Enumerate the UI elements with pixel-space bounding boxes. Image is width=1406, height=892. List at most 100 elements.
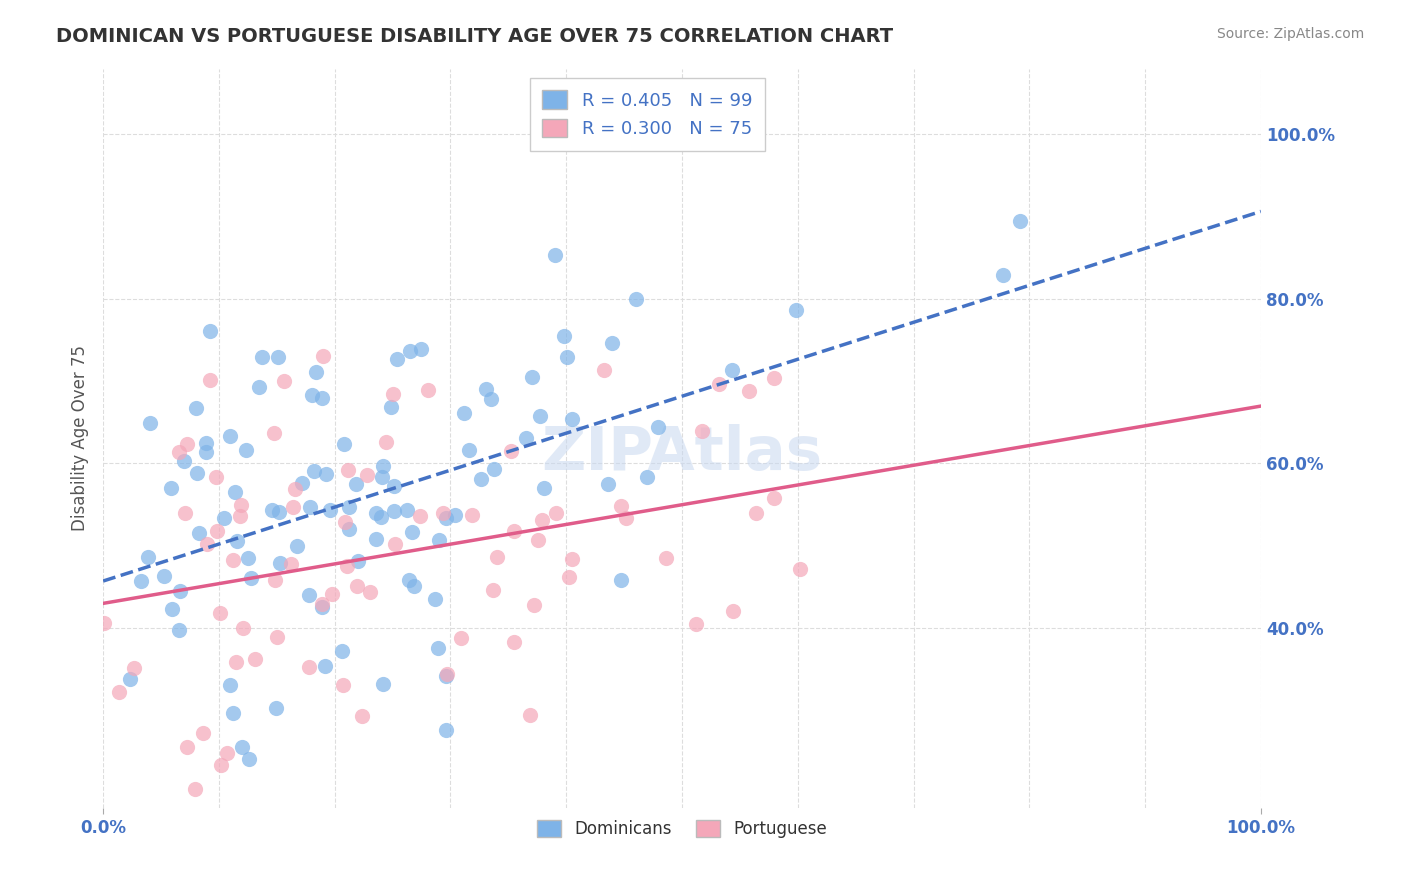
Point xyxy=(409,509,432,524)
Point xyxy=(169,584,191,599)
Point xyxy=(484,461,506,475)
Point xyxy=(425,592,447,607)
Point xyxy=(370,510,392,524)
Point xyxy=(373,458,395,473)
Point xyxy=(596,477,619,491)
Point xyxy=(453,407,475,421)
Point xyxy=(721,363,744,377)
Point xyxy=(173,454,195,468)
Point xyxy=(214,511,236,525)
Point xyxy=(647,420,669,434)
Point xyxy=(624,292,647,306)
Point xyxy=(654,551,676,566)
Point xyxy=(531,513,554,527)
Point xyxy=(359,584,381,599)
Point xyxy=(593,363,616,377)
Point xyxy=(195,445,218,459)
Point xyxy=(685,617,707,632)
Point xyxy=(560,551,582,566)
Text: ZIPAtlas: ZIPAtlas xyxy=(541,424,823,483)
Point xyxy=(139,417,162,431)
Point xyxy=(263,425,285,440)
Point xyxy=(344,476,367,491)
Point xyxy=(515,431,537,445)
Point xyxy=(311,597,333,611)
Point xyxy=(401,524,423,539)
Point xyxy=(356,468,378,483)
Point xyxy=(555,350,578,364)
Point xyxy=(222,553,245,567)
Point xyxy=(229,508,252,523)
Point xyxy=(502,635,524,649)
Point xyxy=(311,599,333,614)
Point xyxy=(264,573,287,587)
Point xyxy=(218,429,240,443)
Point xyxy=(333,515,356,529)
Text: Source: ZipAtlas.com: Source: ZipAtlas.com xyxy=(1216,27,1364,41)
Point xyxy=(169,444,191,458)
Point xyxy=(299,500,322,514)
Point xyxy=(721,604,744,618)
Point xyxy=(243,652,266,666)
Point xyxy=(347,554,370,568)
Point xyxy=(250,351,273,365)
Point xyxy=(298,588,321,602)
Point xyxy=(470,472,492,486)
Point xyxy=(217,746,239,760)
Point xyxy=(224,485,246,500)
Point xyxy=(138,549,160,564)
Point xyxy=(381,387,404,401)
Point xyxy=(533,481,555,495)
Point xyxy=(198,373,221,387)
Point xyxy=(499,443,522,458)
Point xyxy=(198,324,221,338)
Point xyxy=(264,700,287,714)
Point xyxy=(636,470,658,484)
Point xyxy=(186,401,208,415)
Point xyxy=(610,500,633,514)
Point xyxy=(543,247,565,261)
Point xyxy=(160,602,183,616)
Point xyxy=(314,659,336,673)
Point xyxy=(184,781,207,796)
Point xyxy=(305,365,328,379)
Point xyxy=(404,579,426,593)
Point xyxy=(291,475,314,490)
Point xyxy=(1010,214,1032,228)
Point xyxy=(336,559,359,574)
Point xyxy=(301,388,323,402)
Point xyxy=(273,374,295,388)
Point xyxy=(789,562,811,576)
Point xyxy=(520,370,543,384)
Point xyxy=(266,630,288,644)
Point xyxy=(153,569,176,583)
Point xyxy=(124,661,146,675)
Point xyxy=(432,507,454,521)
Point xyxy=(225,534,247,549)
Point xyxy=(382,479,405,493)
Point xyxy=(337,500,360,514)
Point xyxy=(434,669,457,683)
Y-axis label: Disability Age Over 75: Disability Age Over 75 xyxy=(72,345,89,532)
Point xyxy=(93,616,115,631)
Point xyxy=(434,723,457,737)
Point xyxy=(262,503,284,517)
Point xyxy=(229,498,252,512)
Point xyxy=(426,640,449,655)
Point xyxy=(231,740,253,755)
Point xyxy=(373,677,395,691)
Point xyxy=(481,583,503,598)
Point xyxy=(186,466,208,480)
Point xyxy=(479,392,502,406)
Point xyxy=(315,467,337,481)
Point xyxy=(384,537,406,551)
Point xyxy=(330,644,353,658)
Point xyxy=(610,573,633,587)
Point xyxy=(561,412,583,426)
Point xyxy=(298,659,321,673)
Point xyxy=(444,508,467,523)
Point xyxy=(527,533,550,548)
Point xyxy=(436,666,458,681)
Point xyxy=(529,409,551,423)
Point xyxy=(690,424,713,438)
